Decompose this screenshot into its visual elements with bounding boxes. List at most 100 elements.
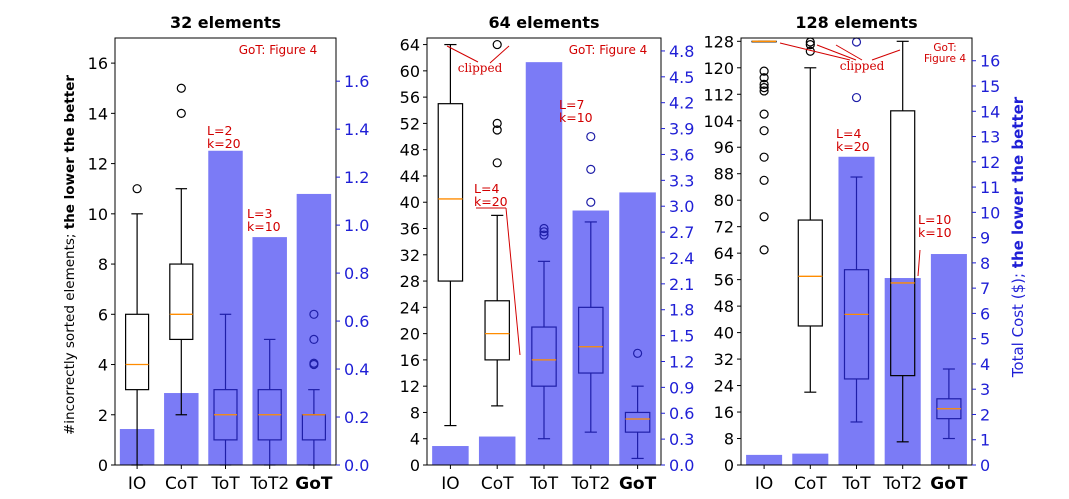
x-tick-label-io: IO — [128, 474, 146, 494]
x-tick-label-got: GoT — [619, 474, 657, 494]
x-tick-label-io: IO — [755, 474, 773, 494]
left-tick-label: 4 — [410, 430, 420, 449]
right-tick-label: 1.8 — [669, 301, 694, 320]
left-tick-label: 8 — [410, 403, 420, 422]
right-tick-label: 4 — [980, 355, 990, 374]
outlier-point — [759, 66, 769, 76]
annotation-text: k=20 — [474, 194, 508, 209]
box-tot2 — [578, 131, 604, 433]
right-tick-label: 4.5 — [669, 68, 694, 87]
left-tick-label: 8 — [724, 430, 734, 449]
left-tick-label: 80 — [714, 191, 734, 210]
x-tick-label-tot: ToT — [841, 474, 871, 494]
left-tick-label: 12 — [88, 155, 108, 174]
left-tick-label: 8 — [98, 255, 108, 274]
left-tick-label: 96 — [714, 138, 734, 157]
box-io — [437, 43, 464, 427]
annotation-text: k=10 — [247, 219, 281, 234]
cost-bar-cot — [792, 453, 829, 465]
annotation-text: Figure 4 — [924, 53, 966, 65]
outlier-point — [759, 86, 769, 96]
left-tick-label: 24 — [714, 377, 734, 396]
box-cot — [797, 37, 823, 393]
clipped-annotation: clipped — [458, 61, 503, 75]
box-tot — [843, 37, 870, 423]
annotation-text: L=10 — [918, 212, 951, 227]
x-tick-label-got: GoT — [295, 474, 333, 494]
left-tick-label: 88 — [714, 165, 734, 184]
left-tick-label: 128 — [703, 32, 734, 51]
annotation-text: L=4 — [836, 126, 861, 141]
right-tick-label: 3.3 — [669, 171, 694, 190]
left-axis-label-bold: the lower the better — [62, 75, 78, 230]
clipped-pointer — [816, 44, 857, 61]
outlier-point — [759, 73, 769, 83]
box-tot — [213, 313, 238, 466]
panel-title: 128 elements — [795, 13, 917, 32]
annotation-pointer — [917, 249, 921, 277]
x-tick-label-tot2: ToT2 — [882, 474, 922, 494]
iqr-box — [125, 313, 150, 391]
right-tick-label: 9 — [980, 229, 990, 248]
outlier-point — [309, 358, 319, 368]
left-tick-label: 120 — [703, 59, 734, 78]
right-tick-label: 0.4 — [344, 360, 369, 379]
right-tick-label: 0.6 — [669, 404, 694, 423]
left-axis-label-normal: #incorrectly sorted elements; — [62, 229, 78, 435]
right-tick-label: 0.3 — [669, 430, 694, 449]
outlier-point — [309, 309, 319, 319]
box-io — [751, 40, 777, 255]
outlier-point — [759, 79, 769, 89]
right-tick-label: 1.4 — [344, 120, 369, 139]
annotation-text: k=10 — [918, 225, 952, 240]
cost-bar-got — [619, 192, 656, 465]
left-tick-label: 20 — [400, 325, 420, 344]
left-tick-label: 40 — [400, 193, 420, 212]
left-tick-label: 32 — [400, 246, 420, 265]
left-tick-label: 36 — [400, 220, 420, 239]
right-tick-label: 1 — [980, 431, 990, 450]
annotation-text: GoT: Figure 4 — [239, 43, 318, 57]
outlier-point — [492, 158, 502, 168]
panel-3: 0816243240485664728088961041121201280123… — [703, 13, 1000, 494]
left-tick-label: 72 — [714, 218, 734, 237]
outlier-point — [539, 223, 549, 234]
left-tick-label: 10 — [88, 205, 108, 224]
clipped-pointer — [871, 49, 901, 61]
clipped-pointer — [835, 44, 863, 61]
annotation-text: GoT: Figure 4 — [569, 43, 648, 57]
left-tick-label: 60 — [400, 62, 420, 81]
right-tick-label: 4.8 — [669, 42, 694, 61]
right-tick-label: 0.8 — [344, 264, 369, 283]
outlier-point — [759, 126, 769, 136]
clipped-pointer — [779, 42, 851, 61]
x-tick-label-tot2: ToT2 — [249, 474, 289, 494]
right-tick-label: 7 — [980, 279, 990, 298]
right-tick-label: 5 — [980, 330, 990, 349]
x-tick-label-cot: CoT — [794, 474, 827, 494]
left-tick-label: 112 — [703, 85, 734, 104]
outlier-point — [539, 227, 549, 237]
left-tick-label: 64 — [714, 244, 734, 263]
left-tick-label: 52 — [400, 114, 420, 133]
iqr-box — [578, 306, 604, 374]
right-tick-label: 1.2 — [344, 168, 369, 187]
left-axis-label: #incorrectly sorted elements; the lower … — [62, 75, 78, 435]
left-tick-label: 4 — [98, 356, 108, 375]
right-tick-label: 3 — [980, 380, 990, 399]
panel-title: 64 elements — [488, 13, 599, 32]
right-tick-label: 2 — [980, 405, 990, 424]
left-tick-label: 14 — [88, 104, 108, 123]
iqr-box — [624, 411, 651, 433]
right-axis-label-bold: the lower the better — [1009, 96, 1027, 268]
left-tick-label: 24 — [400, 298, 420, 317]
box-got — [624, 348, 651, 460]
right-tick-label: 13 — [980, 128, 1000, 147]
left-tick-label: 2 — [98, 406, 108, 425]
box-io — [125, 184, 150, 466]
box-cot — [169, 83, 194, 416]
annotation-text: L=3 — [247, 206, 272, 221]
cost-bar-io — [432, 446, 469, 465]
annotation-pointer — [505, 207, 521, 356]
